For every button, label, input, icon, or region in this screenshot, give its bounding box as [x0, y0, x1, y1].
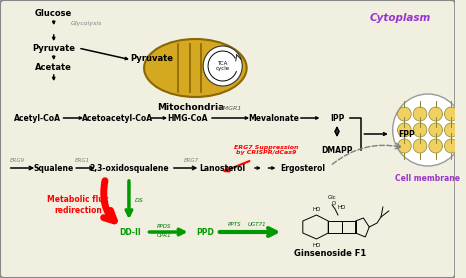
Text: PPDS: PPDS [157, 224, 171, 229]
Circle shape [413, 107, 427, 121]
Circle shape [413, 123, 427, 137]
Circle shape [413, 139, 427, 153]
FancyBboxPatch shape [0, 0, 455, 278]
Text: Squalene: Squalene [34, 163, 74, 173]
Text: ERG7: ERG7 [184, 158, 199, 163]
Text: 2,3-oxidosqualene: 2,3-oxidosqualene [89, 163, 169, 173]
Circle shape [397, 123, 411, 137]
Text: Cytoplasm: Cytoplasm [370, 13, 431, 23]
Text: Glycolysis: Glycolysis [70, 21, 102, 26]
Text: ERG1: ERG1 [75, 158, 89, 163]
Text: Ginsenoside F1: Ginsenoside F1 [294, 249, 366, 257]
Circle shape [429, 123, 443, 137]
Text: PPTS: PPTS [227, 222, 241, 227]
Circle shape [397, 139, 411, 153]
Text: ERG9: ERG9 [10, 158, 25, 163]
Text: Mevalonate: Mevalonate [248, 113, 299, 123]
Text: HMG-CoA: HMG-CoA [167, 113, 208, 123]
Ellipse shape [144, 39, 247, 97]
Text: Pyruvate: Pyruvate [130, 53, 173, 63]
Text: UGT71: UGT71 [247, 222, 266, 227]
Circle shape [429, 139, 443, 153]
Text: Metabolic flux
redirection: Metabolic flux redirection [48, 195, 109, 215]
Text: HO: HO [312, 242, 321, 247]
Circle shape [203, 46, 242, 86]
Circle shape [429, 107, 443, 121]
Text: Acetoacetyl-CoA: Acetoacetyl-CoA [82, 113, 153, 123]
Text: HMGR1: HMGR1 [219, 105, 242, 110]
Circle shape [393, 94, 463, 166]
Text: IPP: IPP [330, 113, 344, 123]
Text: Lanosterol: Lanosterol [199, 163, 246, 173]
Text: CPR1: CPR1 [157, 232, 171, 237]
Text: Glucose: Glucose [35, 9, 72, 18]
Text: Ergosterol: Ergosterol [281, 163, 325, 173]
Circle shape [445, 123, 458, 137]
Text: HO: HO [338, 205, 346, 210]
Text: ERG7 Suppression
by CRISPR/dCas9: ERG7 Suppression by CRISPR/dCas9 [234, 145, 299, 155]
Text: PPD: PPD [196, 227, 214, 237]
Text: Mitochondria: Mitochondria [157, 103, 224, 111]
Text: O: O [332, 200, 336, 205]
Text: DD-II: DD-II [119, 227, 141, 237]
Circle shape [445, 107, 458, 121]
Text: Acetyl-CoA: Acetyl-CoA [14, 113, 61, 123]
Circle shape [397, 107, 411, 121]
Text: Acetate: Acetate [35, 63, 72, 71]
Text: FPP: FPP [398, 130, 415, 138]
Text: TCA
cycle: TCA cycle [216, 61, 230, 71]
Text: Cell membrane: Cell membrane [395, 173, 460, 182]
Text: DS: DS [135, 197, 144, 202]
Text: Glc: Glc [328, 195, 336, 200]
Text: HO: HO [312, 207, 321, 212]
Text: Pyruvate: Pyruvate [32, 43, 75, 53]
Circle shape [445, 139, 458, 153]
Text: DMAPP: DMAPP [321, 145, 353, 155]
